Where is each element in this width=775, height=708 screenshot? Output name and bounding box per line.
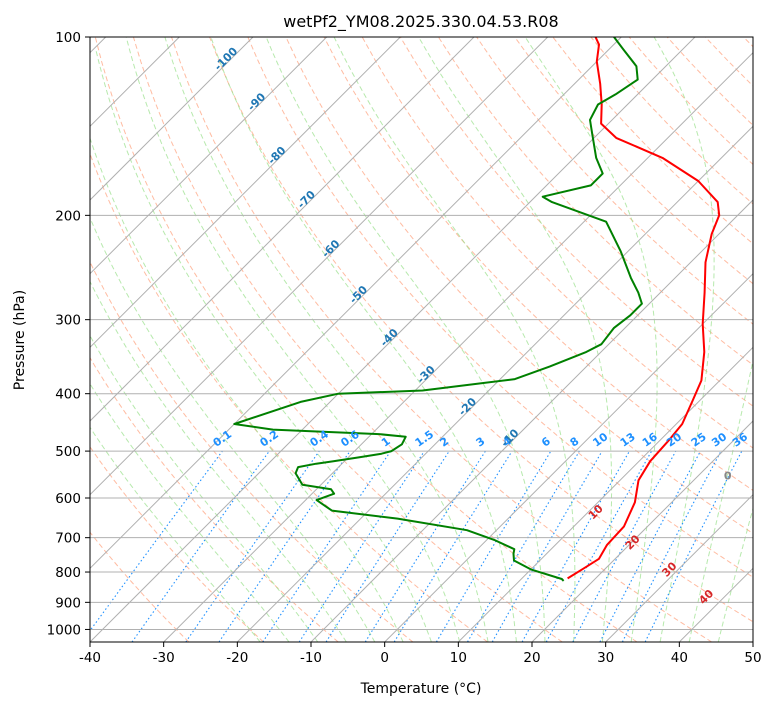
isotherm-line [163,51,753,642]
dry-adiabat [323,37,753,491]
x-tick-label: 10 [450,650,467,666]
dry-adiabat [94,37,563,642]
dry-adiabat [171,37,712,642]
dry-adiabat [209,37,753,623]
dry-adiabat [132,37,638,642]
moist-adiabat [688,358,753,642]
moist-adiabat [90,426,261,642]
temperature-line [567,37,721,580]
moist-adiabat [418,37,613,642]
dry-adiabat [90,356,339,642]
isotherm-line [236,125,753,642]
axis-ticks: -40 -30 -20 -10 0 10 20 30 40 50 100 200 300 400 500 60… [47,30,762,666]
mixing-ratio-line [262,450,392,642]
moist-adiabat [265,37,546,642]
isotherm-line [531,420,753,642]
x-tick-label: 30 [597,650,614,666]
background-lines [90,37,753,642]
dry-adiabat [90,446,264,642]
mixing-ratio-line [131,450,270,642]
isotherm-line [90,37,696,642]
y-tick-label: 800 [55,565,81,581]
isotherm-line [605,493,753,642]
x-tick-label: 0 [380,650,389,666]
y-tick-label: 1000 [47,622,81,638]
moist-adiabat [653,37,715,642]
chart-title: wetPf2_YM08.2025.330.04.53.R08 [283,12,558,32]
moist-adiabat [90,216,376,642]
dry-adiabat [90,531,190,642]
dewpoint-line [233,37,643,582]
grid-lines [90,37,753,642]
dry-adiabat [437,37,753,366]
plot-frame [89,36,754,643]
mixing-ratio-line [644,450,743,642]
y-tick-label: 100 [55,30,81,46]
isotherm-line [90,37,401,349]
mixing-ratio-line [185,450,320,642]
x-tick-label: -40 [79,650,101,666]
dry-adiabat [90,152,488,642]
mixing-ratio-line [393,450,513,642]
isotherm-line [90,37,549,496]
mixing-ratio-line [521,450,630,642]
moist-adiabat [210,37,517,642]
zero-label: 0 [724,470,732,483]
dry-adiabat [285,37,753,535]
moist-adiabat [125,37,461,642]
isotherm-line [384,272,753,642]
moist-adiabat [95,49,432,642]
moist-adiabat [164,37,489,642]
x-tick-label: -10 [300,650,322,666]
mixing-ratio-line [325,450,450,642]
y-tick-label: 400 [55,387,81,403]
mixing-ratio-line [90,450,223,632]
mixing-ratio-line [572,450,677,642]
dry-adiabat [247,37,753,578]
dry-adiabat [399,37,753,407]
moist-adiabat [333,37,576,642]
x-axis-label: Temperature (°C) [360,681,482,697]
isotherm-line [457,346,753,642]
x-tick-label: 50 [744,650,761,666]
x-tick-label: 20 [523,650,540,666]
moist-adiabat [90,280,347,642]
y-tick-label: 700 [55,531,81,547]
x-tick-label: 40 [671,650,688,666]
isotherm-line [90,37,475,422]
isotherm-line [90,37,328,275]
dry-adiabat [514,37,753,285]
mixing-ratio-line [545,450,653,642]
moist-adiabat [90,136,404,642]
y-tick-label: 500 [55,444,81,460]
mixing-ratio-line [298,450,425,642]
mixing-ratio-line [218,450,351,642]
moist-adiabat [524,37,658,642]
y-tick-label: 600 [55,491,81,507]
y-tick-label: 200 [55,208,81,224]
isotherm-line [310,199,753,642]
dry-adiabat [361,37,753,449]
data-series [233,37,721,582]
isotherm-line [90,37,254,201]
isotherm-line [90,37,622,570]
y-tick-label: 900 [55,595,81,611]
x-tick-label: -30 [153,650,175,666]
y-tick-label: 300 [55,313,81,329]
y-axis-label: Pressure (hPa) [12,290,28,390]
moist-adiabat [717,506,753,642]
x-tick-label: -20 [226,650,248,666]
